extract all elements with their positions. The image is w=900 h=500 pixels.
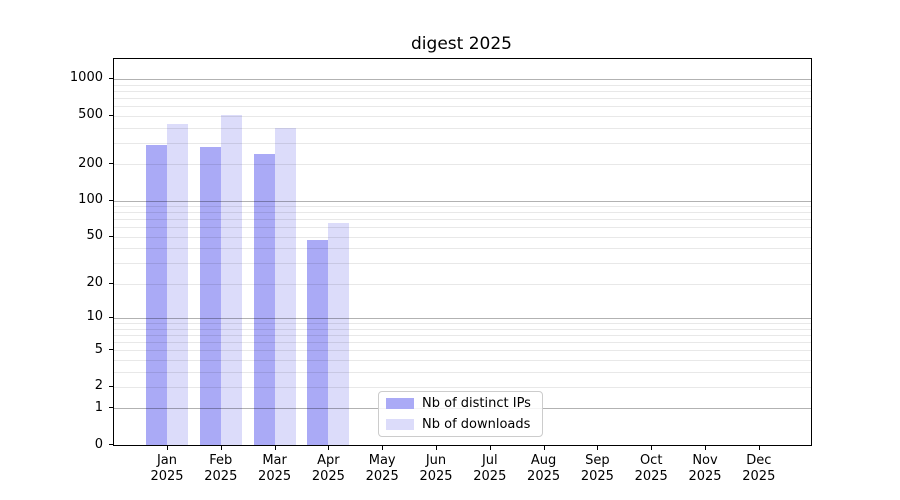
x-axis-tick-label-sep-2025: Sep 2025 — [580, 453, 614, 484]
x-axis-tick-mark-may-2025 — [382, 446, 384, 450]
y-axis-tick-label-200: 200 — [78, 155, 103, 171]
minor-gridline-5 — [114, 350, 811, 352]
y-axis-tick-mark-2 — [109, 385, 113, 387]
minor-gridline-600 — [114, 106, 811, 107]
plot-area — [113, 58, 812, 446]
y-axis-tick-mark-1000 — [109, 78, 113, 79]
y-axis-tick-label-20: 20 — [86, 275, 103, 291]
x-axis-tick-mark-mar-2025 — [274, 446, 276, 450]
y-axis-tick-mark-5 — [109, 349, 113, 351]
minor-gridline-200 — [114, 164, 811, 165]
minor-gridline-3 — [114, 371, 811, 373]
x-axis-tick-mark-nov-2025 — [705, 446, 706, 450]
x-axis-tick-mark-jan-2025 — [167, 446, 168, 450]
x-axis-tick-mark-jul-2025 — [489, 446, 491, 450]
y-axis-tick-mark-10 — [109, 317, 113, 318]
y-axis-tick-mark-20 — [109, 282, 113, 284]
legend: Nb of distinct IPs Nb of downloads — [378, 391, 543, 437]
x-axis-tick-label-jun-2025: Jun 2025 — [419, 453, 453, 484]
x-axis-tick-mark-sep-2025 — [597, 446, 599, 450]
x-axis-tick-label-jul-2025: Jul 2025 — [473, 453, 507, 484]
x-axis-tick-label-mar-2025: Mar 2025 — [258, 453, 292, 484]
legend-swatch-distinct-ips — [386, 398, 414, 409]
legend-item-downloads: Nb of downloads — [379, 416, 542, 434]
y-axis-tick-label-1000: 1000 — [69, 70, 103, 86]
y-axis-tick-label-0: 0 — [94, 436, 103, 452]
y-axis-tick-mark-0 — [109, 444, 113, 445]
minor-gridline-50 — [114, 236, 811, 238]
y-axis-tick-mark-200 — [109, 163, 113, 164]
x-axis-tick-label-feb-2025: Feb 2025 — [204, 453, 238, 484]
bar-nb-of-downloads-jan-2025 — [167, 123, 188, 445]
x-axis-tick-label-oct-2025: Oct 2025 — [634, 453, 668, 484]
bar-nb-of-downloads-feb-2025 — [220, 115, 242, 445]
bar-nb-of-distinct-ips-feb-2025 — [199, 146, 221, 445]
major-gridline-10 — [114, 318, 811, 319]
x-axis-tick-label-aug-2025: Aug 2025 — [527, 453, 561, 484]
minor-gridline-800 — [114, 90, 811, 92]
y-axis-tick-label-50: 50 — [86, 228, 103, 244]
bar-nb-of-distinct-ips-apr-2025 — [307, 239, 329, 445]
legend-swatch-downloads — [386, 419, 414, 430]
minor-gridline-300 — [114, 142, 811, 144]
minor-gridline-2 — [114, 386, 811, 388]
minor-gridline-500 — [114, 115, 811, 117]
minor-gridline-80 — [114, 212, 811, 214]
y-axis-tick-mark-100 — [109, 199, 113, 201]
y-axis-tick-label-1: 1 — [94, 399, 103, 415]
chart-title: digest 2025 — [411, 34, 512, 54]
y-axis-tick-label-100: 100 — [78, 192, 103, 207]
x-axis-tick-mark-feb-2025 — [220, 446, 222, 450]
y-axis-tick-mark-50 — [109, 235, 113, 237]
minor-gridline-8 — [114, 328, 811, 330]
minor-gridline-60 — [114, 227, 811, 229]
bar-nb-of-distinct-ips-mar-2025 — [253, 154, 275, 445]
legend-label-distinct-ips: Nb of distinct IPs — [422, 396, 531, 411]
y-axis-tick-label-5: 5 — [94, 341, 103, 357]
minor-gridline-4 — [114, 359, 811, 361]
x-axis-tick-mark-jun-2025 — [436, 446, 437, 450]
bar-nb-of-downloads-mar-2025 — [274, 127, 296, 445]
minor-gridline-20 — [114, 283, 811, 285]
minor-gridline-900 — [114, 84, 811, 86]
x-axis-tick-mark-aug-2025 — [543, 446, 545, 450]
y-axis-tick-label-2: 2 — [94, 378, 103, 394]
x-axis-tick-label-dec-2025: Dec 2025 — [742, 453, 776, 484]
minor-gridline-30 — [114, 263, 811, 265]
y-axis-tick-mark-500 — [109, 114, 113, 116]
bar-nb-of-downloads-apr-2025 — [328, 223, 350, 445]
minor-gridline-7 — [114, 334, 811, 336]
major-gridline-1000 — [114, 79, 811, 80]
x-axis-tick-label-nov-2025: Nov 2025 — [688, 453, 722, 484]
y-axis-tick-label-10: 10 — [86, 309, 103, 325]
x-axis-tick-label-apr-2025: Apr 2025 — [311, 453, 345, 484]
y-axis-tick-label-500: 500 — [78, 107, 103, 123]
x-axis-tick-label-jan-2025: Jan 2025 — [150, 453, 184, 484]
minor-gridline-700 — [114, 97, 811, 99]
y-axis-tick-mark-1 — [109, 407, 113, 409]
minor-gridline-40 — [114, 248, 811, 250]
minor-gridline-6 — [114, 341, 811, 343]
minor-gridline-400 — [114, 127, 811, 129]
legend-label-downloads: Nb of downloads — [422, 417, 531, 432]
bar-nb-of-distinct-ips-jan-2025 — [146, 145, 167, 445]
major-gridline-100 — [114, 200, 811, 202]
x-axis-tick-label-may-2025: May 2025 — [365, 453, 399, 484]
legend-item-distinct-ips: Nb of distinct IPs — [379, 395, 542, 413]
x-axis-tick-mark-dec-2025 — [758, 446, 760, 450]
minor-gridline-70 — [114, 219, 811, 221]
minor-gridline-9 — [114, 323, 811, 324]
x-axis-tick-mark-oct-2025 — [651, 446, 653, 450]
minor-gridline-90 — [114, 206, 811, 207]
x-axis-tick-mark-apr-2025 — [328, 446, 330, 450]
